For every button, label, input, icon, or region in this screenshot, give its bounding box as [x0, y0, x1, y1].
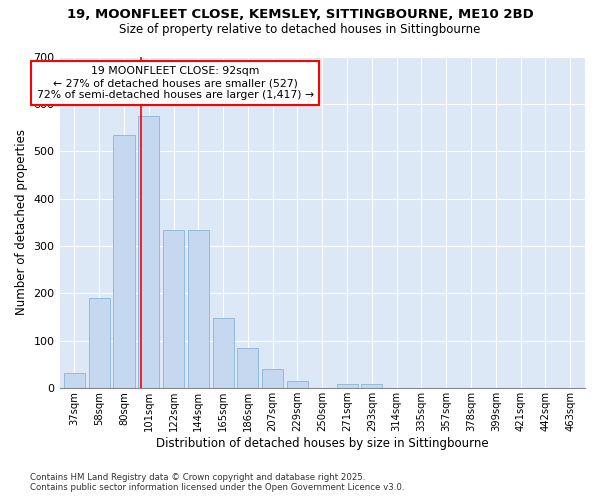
Bar	[262, 370, 283, 388]
X-axis label: Distribution of detached houses by size in Sittingbourne: Distribution of detached houses by size …	[156, 437, 488, 450]
Bar	[89, 298, 110, 388]
Text: Size of property relative to detached houses in Sittingbourne: Size of property relative to detached ho…	[119, 22, 481, 36]
Bar	[337, 384, 358, 388]
Bar	[64, 373, 85, 388]
Text: 19 MOONFLEET CLOSE: 92sqm
← 27% of detached houses are smaller (527)
72% of semi: 19 MOONFLEET CLOSE: 92sqm ← 27% of detac…	[37, 66, 314, 100]
Bar	[163, 230, 184, 388]
Bar	[361, 384, 382, 388]
Bar	[212, 318, 233, 388]
Bar	[238, 348, 259, 389]
Bar	[138, 116, 160, 388]
Text: Contains HM Land Registry data © Crown copyright and database right 2025.
Contai: Contains HM Land Registry data © Crown c…	[30, 473, 404, 492]
Y-axis label: Number of detached properties: Number of detached properties	[15, 130, 28, 316]
Bar	[113, 134, 134, 388]
Bar	[287, 381, 308, 388]
Text: 19, MOONFLEET CLOSE, KEMSLEY, SITTINGBOURNE, ME10 2BD: 19, MOONFLEET CLOSE, KEMSLEY, SITTINGBOU…	[67, 8, 533, 20]
Bar	[188, 230, 209, 388]
